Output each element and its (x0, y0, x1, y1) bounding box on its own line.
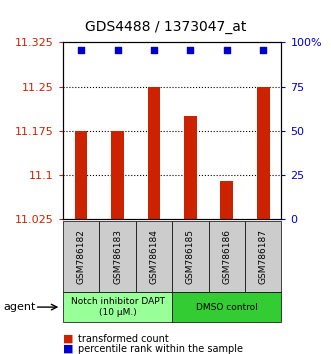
Text: GDS4488 / 1373047_at: GDS4488 / 1373047_at (85, 19, 246, 34)
Bar (220, 181, 233, 219)
Text: transformed count: transformed count (78, 334, 168, 344)
Bar (184, 116, 197, 219)
Point (224, 47, 229, 52)
Text: ■: ■ (63, 344, 73, 354)
Point (260, 47, 266, 52)
Bar (148, 87, 160, 219)
Bar (75, 131, 87, 219)
Text: GSM786185: GSM786185 (186, 229, 195, 284)
Point (188, 47, 193, 52)
Point (78, 47, 84, 52)
Text: GSM786186: GSM786186 (222, 229, 231, 284)
Text: ■: ■ (63, 334, 73, 344)
Bar (111, 131, 124, 219)
Text: percentile rank within the sample: percentile rank within the sample (78, 344, 243, 354)
Text: Notch inhibitor DAPT
(10 μM.): Notch inhibitor DAPT (10 μM.) (71, 297, 165, 317)
Text: DMSO control: DMSO control (196, 303, 258, 312)
Text: agent: agent (3, 302, 36, 312)
Text: GSM786184: GSM786184 (149, 229, 159, 284)
Bar (257, 87, 269, 219)
Point (115, 47, 120, 52)
Text: GSM786183: GSM786183 (113, 229, 122, 284)
Text: GSM786187: GSM786187 (259, 229, 268, 284)
Text: GSM786182: GSM786182 (76, 229, 86, 284)
Point (151, 47, 157, 52)
